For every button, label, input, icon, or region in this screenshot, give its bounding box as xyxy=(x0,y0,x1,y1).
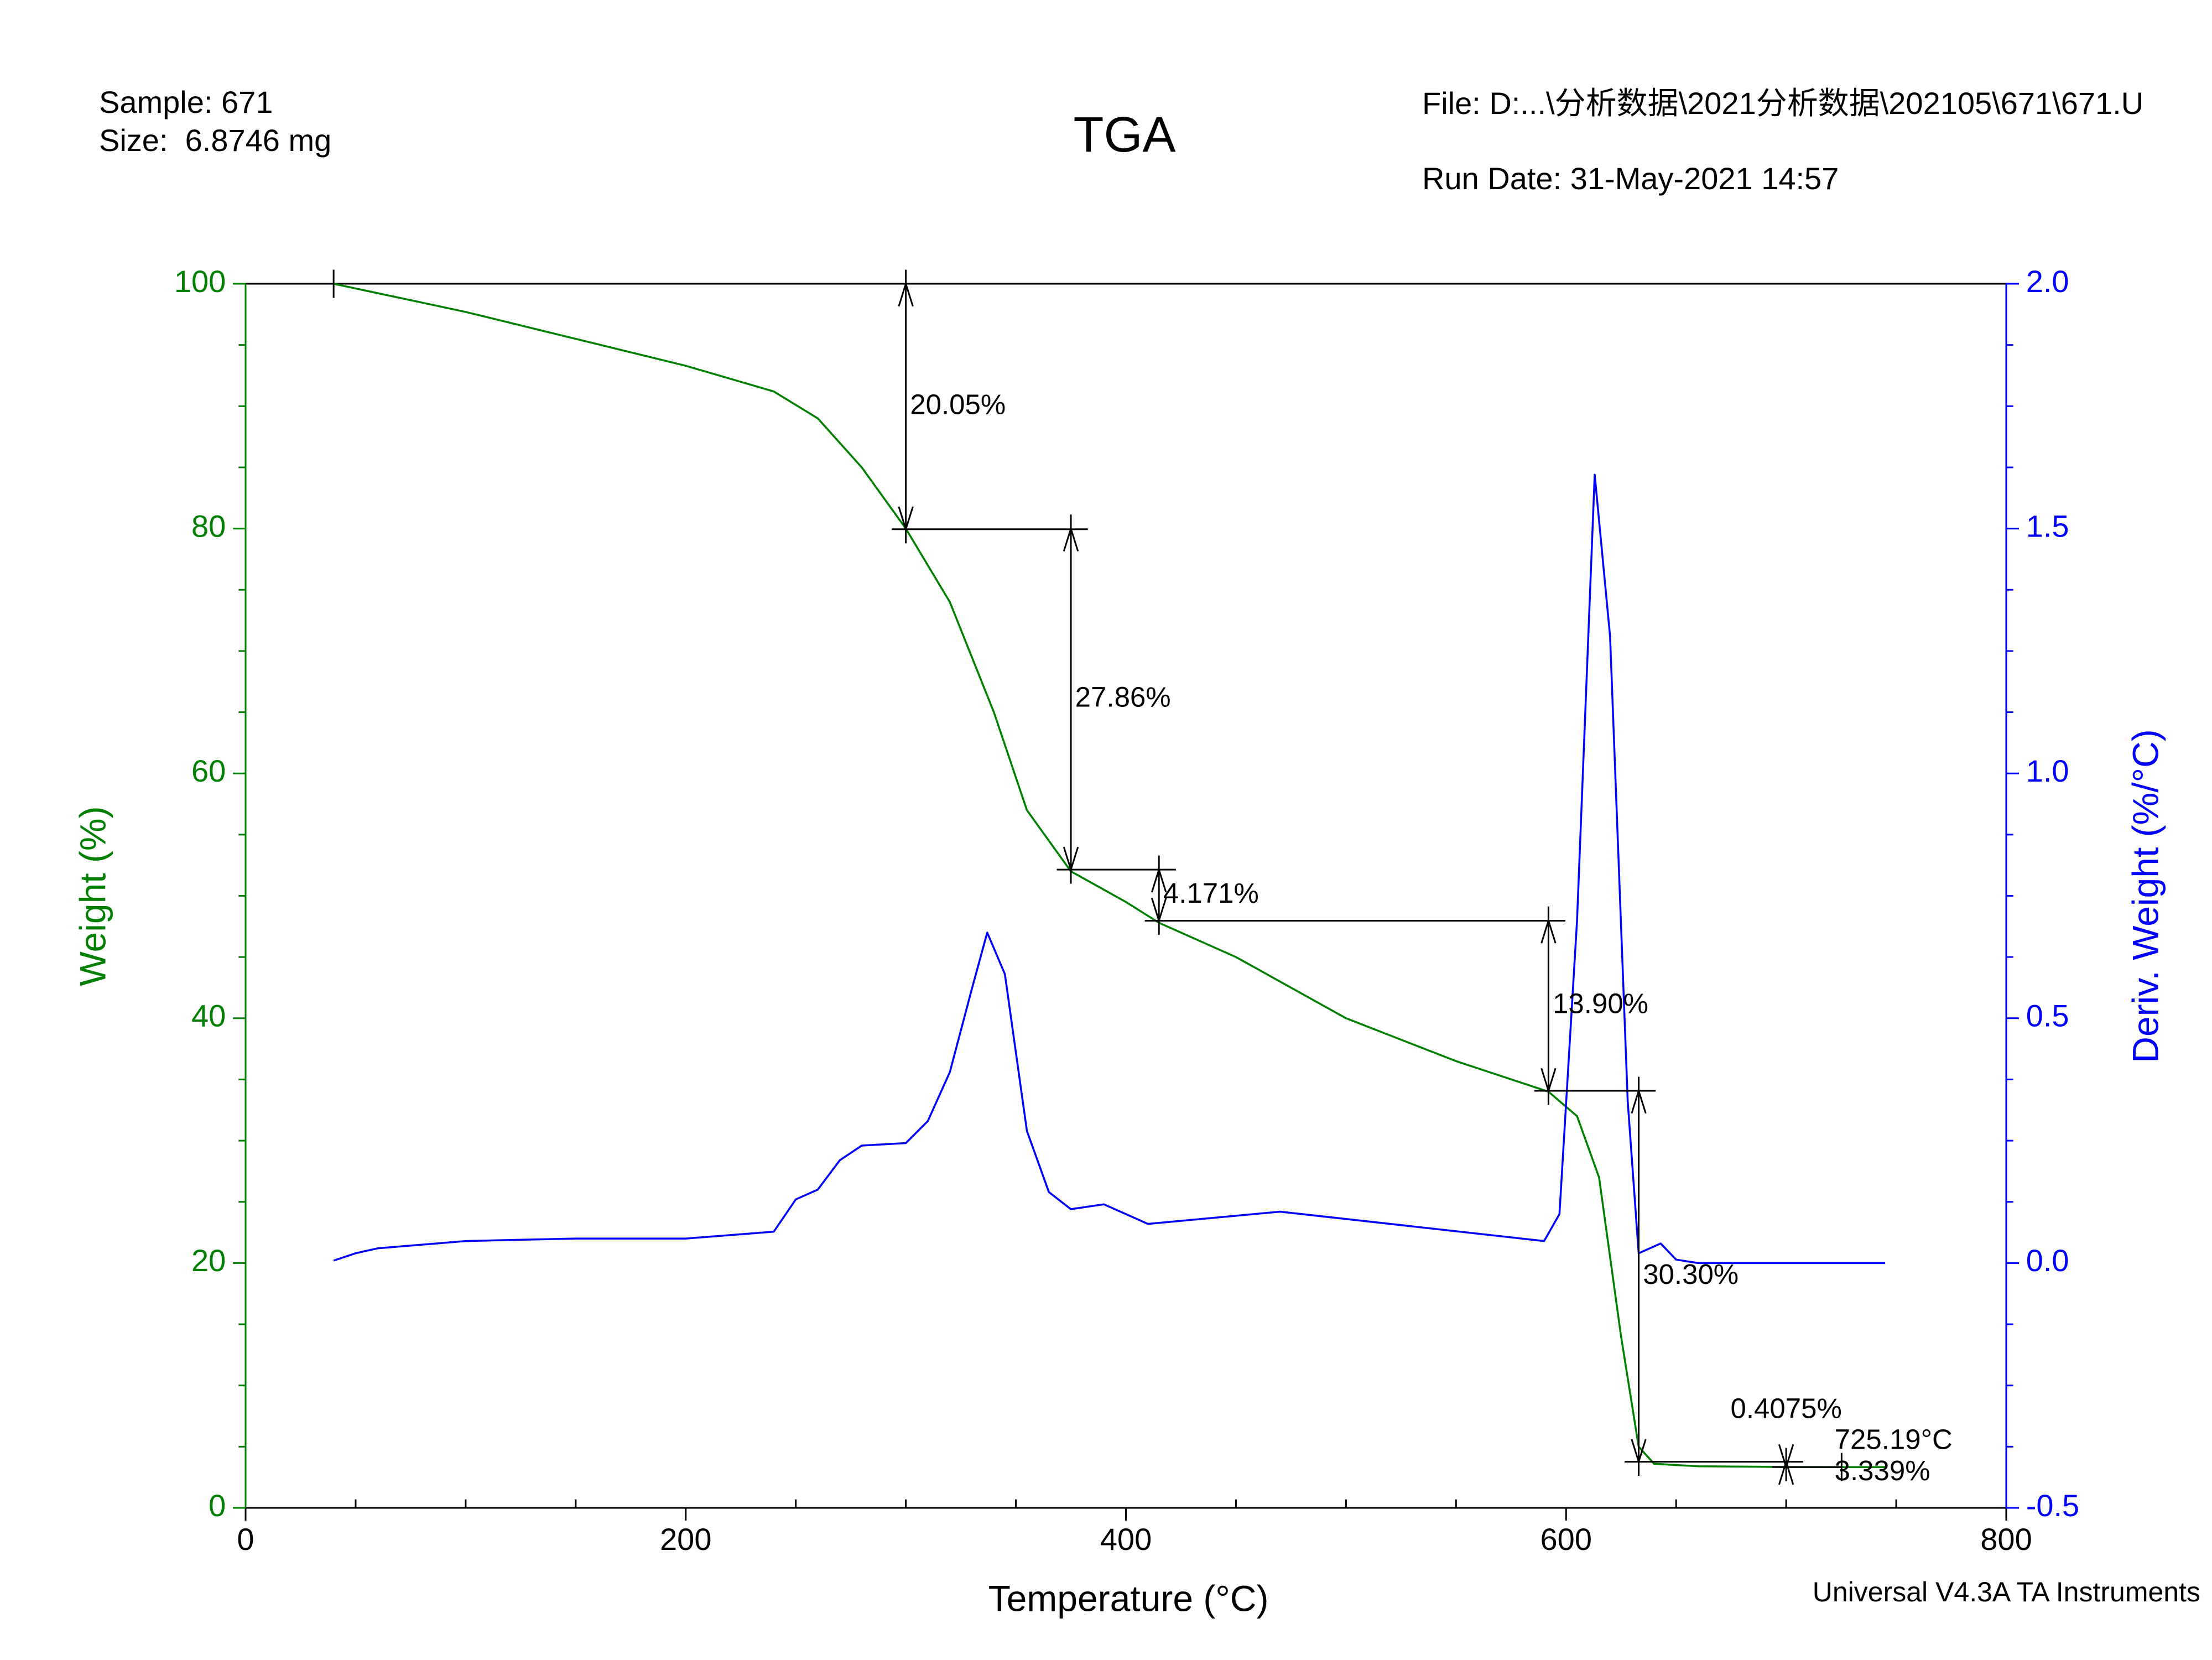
y2-tick-label: 0.0 xyxy=(2026,1243,2069,1278)
footer: Universal V4.3A TA Instruments xyxy=(1813,1576,2200,1607)
step-label: 27.86% xyxy=(1075,681,1171,712)
y-tick-label: 60 xyxy=(191,753,226,788)
y-tick-label: 40 xyxy=(191,998,226,1033)
x-tick-label: 400 xyxy=(1100,1522,1152,1557)
x-tick-label: 800 xyxy=(1980,1522,2032,1557)
arrow-head xyxy=(1631,1088,1647,1114)
x-tick-label: 200 xyxy=(660,1522,711,1557)
arrow-head xyxy=(1778,1459,1794,1485)
arrow-head xyxy=(898,280,914,307)
y2-tick-label: 2.0 xyxy=(2026,264,2069,299)
x-tick-label: 0 xyxy=(237,1522,254,1557)
y-tick-label: 100 xyxy=(174,264,226,299)
chart-title: TGA xyxy=(1073,107,1175,163)
y-axis-title: Weight (%) xyxy=(72,806,113,986)
x-tick-label: 600 xyxy=(1540,1522,1592,1557)
arrow-head xyxy=(1151,867,1167,893)
step-label: 0.4075% xyxy=(1730,1393,1841,1424)
end-x-label: 725.19°C xyxy=(1835,1424,1953,1455)
y-tick-label: 0 xyxy=(209,1488,226,1523)
y2-tick-label: 1.5 xyxy=(2026,508,2069,543)
step-label: 20.05% xyxy=(910,388,1006,420)
sample: Sample: 671 xyxy=(99,85,273,119)
y-tick-label: 20 xyxy=(191,1243,226,1278)
data-line xyxy=(333,473,1886,1264)
size: Size: 6.8746 mg xyxy=(99,123,331,158)
step-label: 30.30% xyxy=(1643,1258,1739,1290)
step-label: 4.171% xyxy=(1163,877,1259,909)
y2-tick-label: 0.5 xyxy=(2026,998,2069,1033)
step-label: 13.90% xyxy=(1553,988,1648,1019)
arrow-head xyxy=(1063,525,1079,551)
x-axis-title: Temperature (°C) xyxy=(988,1578,1269,1619)
arrow-head xyxy=(1540,918,1557,944)
y2-tick-label: 1.0 xyxy=(2026,753,2069,788)
end-y-label: 3.339% xyxy=(1835,1455,1930,1486)
file: File: D:...\分析数据\2021分析数据\202105\671\671… xyxy=(1422,86,2143,121)
y2-tick-label: -0.5 xyxy=(2026,1488,2080,1523)
run-date: Run Date: 31-May-2021 14:57 xyxy=(1422,161,1839,196)
y2-axis-title: Deriv. Weight (%/°C) xyxy=(2125,729,2166,1063)
y-tick-label: 80 xyxy=(191,508,226,543)
